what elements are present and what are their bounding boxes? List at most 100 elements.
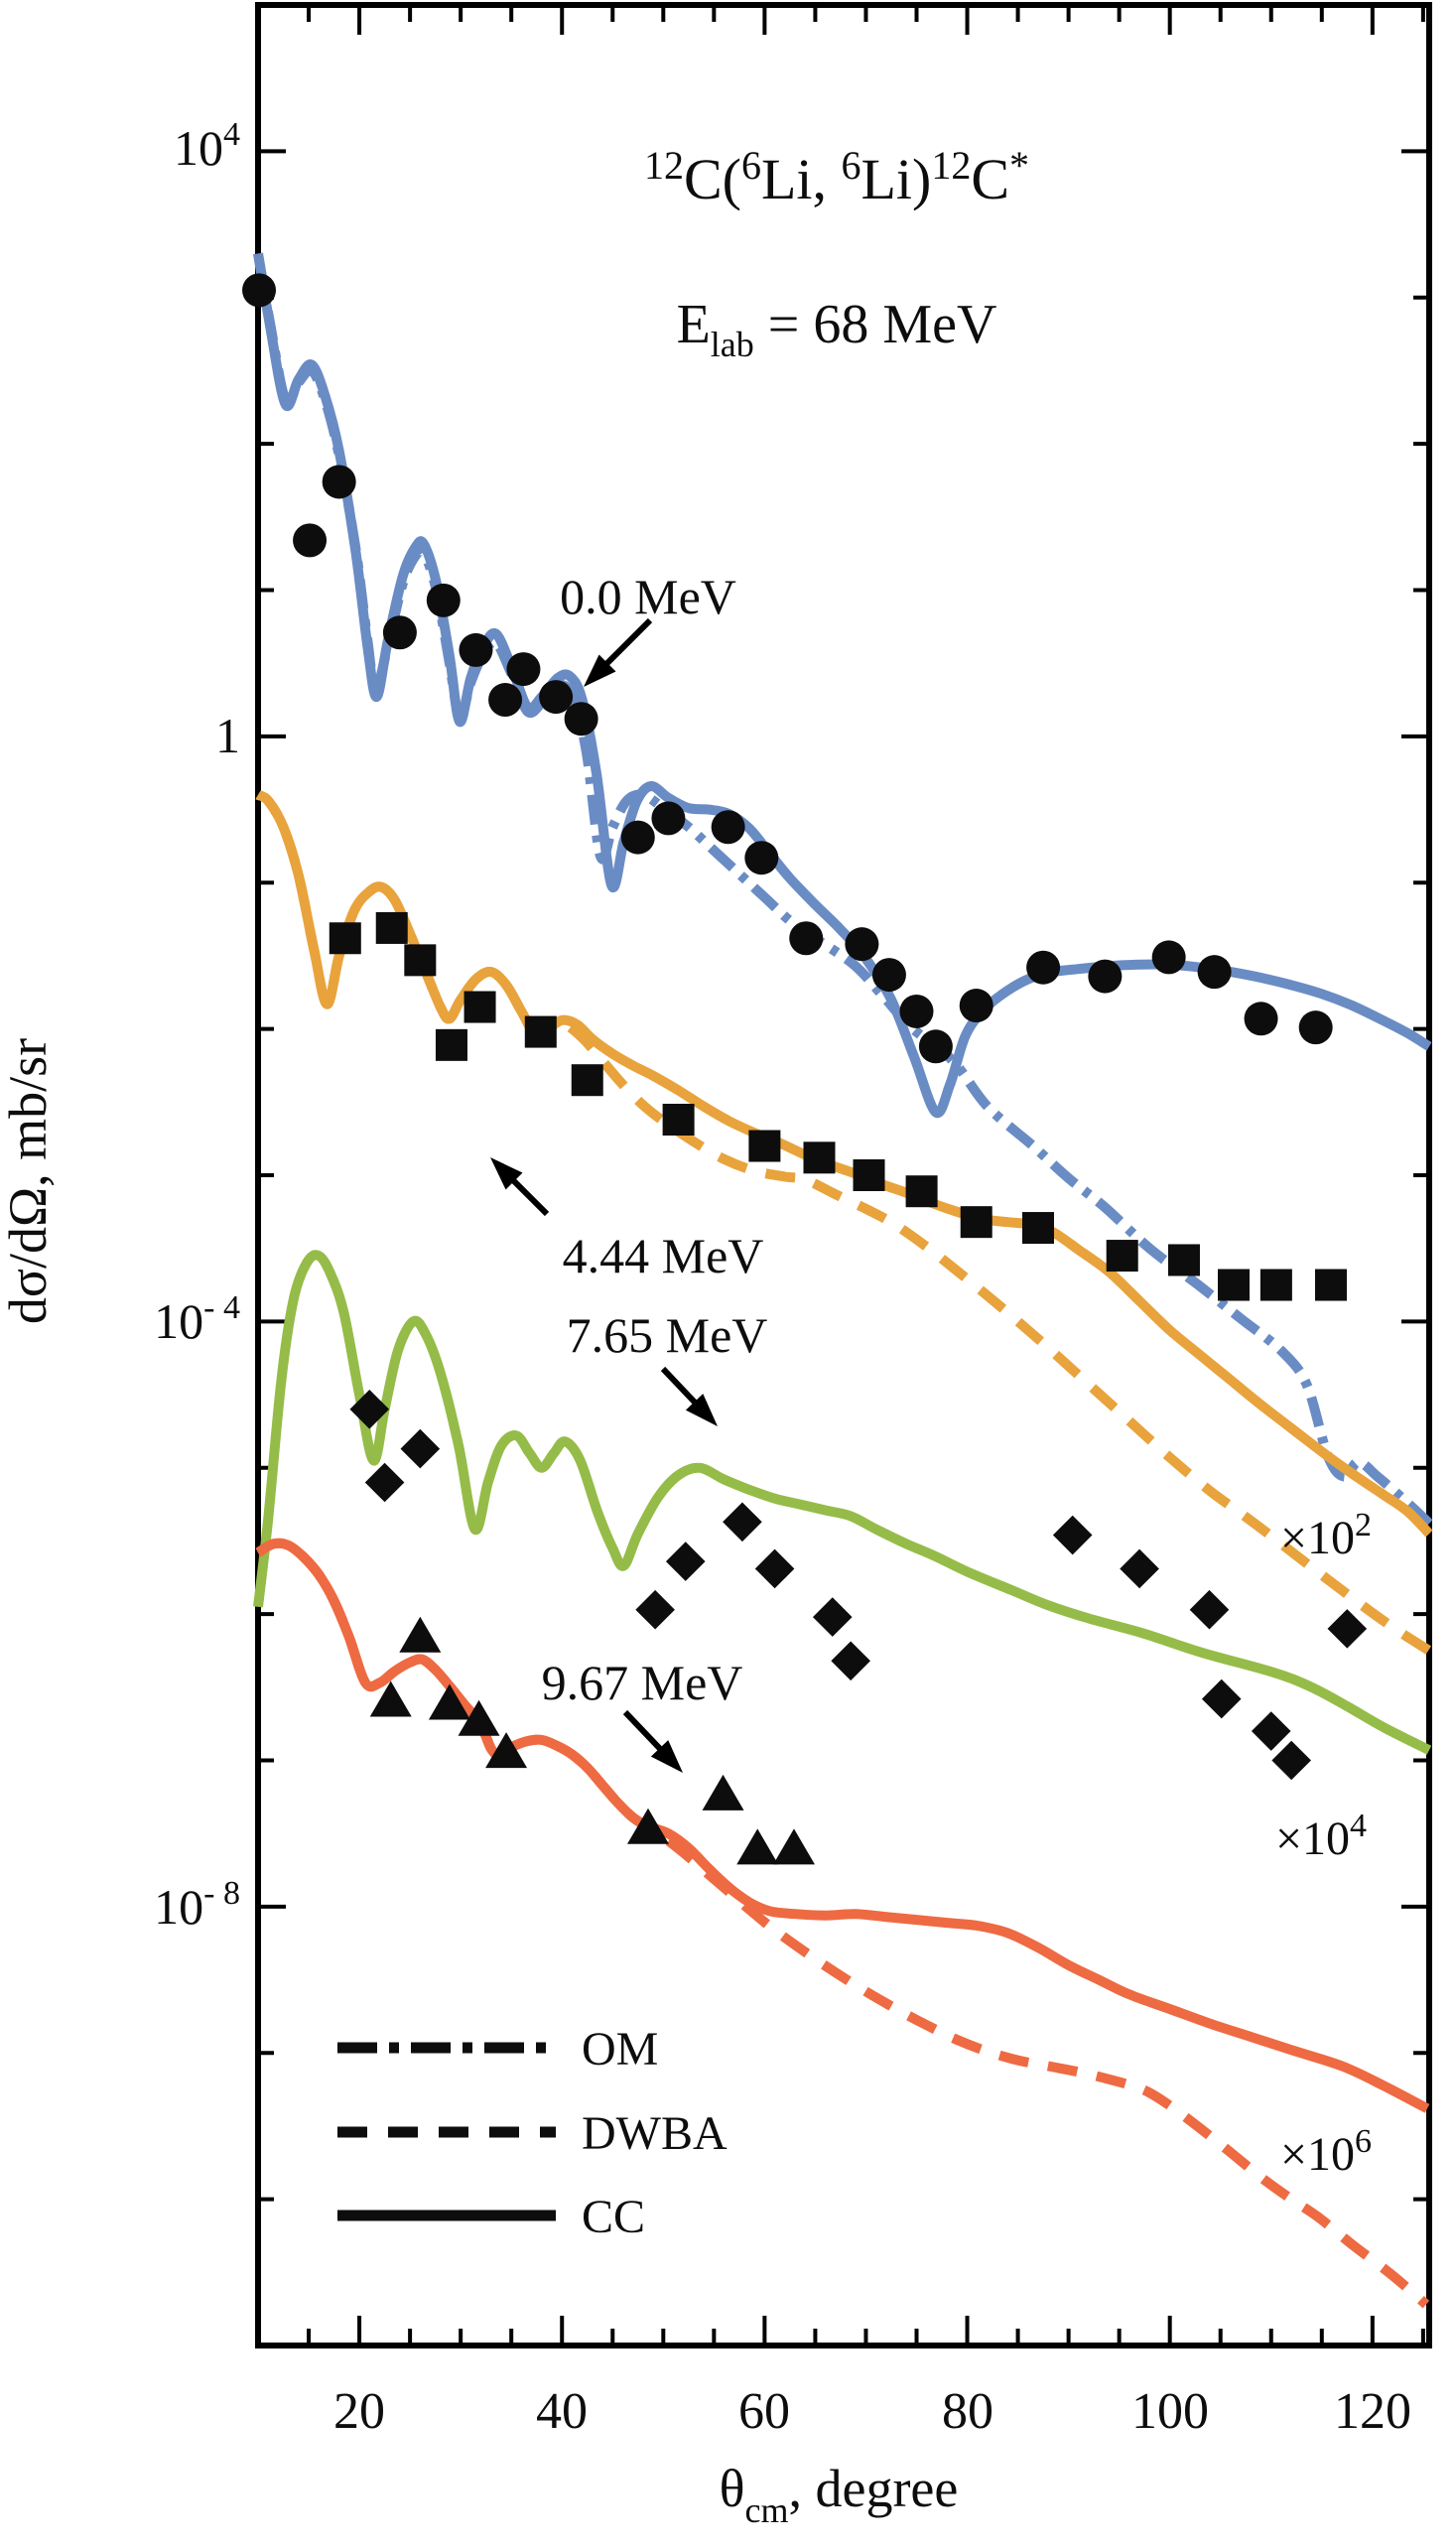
- marker-square: [375, 911, 408, 944]
- marker-circle: [899, 994, 934, 1028]
- marker-circle: [1151, 940, 1186, 975]
- marker-diamond: [635, 1589, 675, 1630]
- y-tick-1e4: 104: [174, 116, 240, 176]
- marker-circle: [322, 465, 356, 499]
- legend: OM DWBA CC: [337, 2023, 728, 2243]
- curve-9.67-mev-dwba-x10-6: [255, 1538, 1430, 2309]
- annotation-4.44MeV: 4.44 MeV: [563, 1228, 764, 1283]
- arrow-line-e967: [622, 1709, 669, 1758]
- curve-4.44-mev-dwba-x10-2: [255, 790, 1432, 1656]
- marker-triangle: [369, 1680, 412, 1717]
- marker-square: [748, 1130, 781, 1162]
- marker-circle: [506, 652, 541, 687]
- x-tick-120: 120: [1334, 2383, 1411, 2440]
- marker-circle: [564, 702, 598, 737]
- marker-circle: [845, 927, 879, 962]
- x-tick-100: 100: [1131, 2383, 1209, 2440]
- marker-diamond: [1120, 1548, 1159, 1589]
- beam-energy-label: Elab = 68 MeV: [677, 294, 997, 364]
- data-markers: [242, 273, 1368, 1865]
- marker-circle: [651, 801, 686, 836]
- marker-square: [524, 1015, 557, 1048]
- marker-circle: [871, 958, 906, 993]
- curve-0.0-mev-om: [253, 252, 1433, 1528]
- marker-square: [905, 1175, 938, 1208]
- curve-7.65-mev-cc-x10-4: [253, 1250, 1432, 1755]
- marker-diamond: [1189, 1589, 1230, 1630]
- marker-circle: [620, 820, 655, 855]
- marker-circle: [459, 632, 493, 667]
- marker-circle: [1026, 950, 1061, 985]
- marker-square: [1314, 1269, 1347, 1301]
- marker-circle: [789, 921, 824, 956]
- marker-square: [853, 1159, 885, 1191]
- marker-square: [1259, 1269, 1292, 1301]
- marker-circle: [293, 523, 328, 558]
- x-tick-20: 20: [333, 2383, 385, 2440]
- marker-triangle: [458, 1699, 500, 1736]
- plot-frame: [255, 2, 1432, 2348]
- curve-4.44-mev-cc-x10-2: [255, 790, 1433, 1538]
- marker-square: [662, 1103, 695, 1136]
- marker-square: [435, 1028, 467, 1061]
- marker-triangle: [736, 1828, 779, 1865]
- marker-square: [404, 944, 437, 977]
- marker-circle: [539, 680, 574, 715]
- marker-circle: [1244, 1002, 1278, 1036]
- marker-diamond: [1201, 1678, 1242, 1719]
- marker-circle: [744, 841, 779, 875]
- marker-triangle: [485, 1732, 528, 1769]
- marker-square: [1106, 1240, 1138, 1273]
- marker-circle: [1197, 955, 1232, 990]
- marker-diamond: [364, 1462, 405, 1503]
- plot-border: [255, 2, 1432, 2348]
- curve-9.67-mev-cc-x10-6: [255, 1538, 1430, 2113]
- legend-label-cc: CC: [582, 2191, 645, 2243]
- scale-label-x100: ×102: [1280, 1507, 1372, 1564]
- marker-square: [1167, 1244, 1200, 1276]
- marker-diamond: [400, 1428, 441, 1469]
- marker-diamond: [665, 1542, 706, 1581]
- x-tick-40: 40: [536, 2383, 588, 2440]
- marker-square: [803, 1141, 836, 1174]
- marker-diamond: [1327, 1609, 1368, 1649]
- arrow-head-e765: [685, 1394, 718, 1426]
- annotation-7.65MeV: 7.65 MeV: [567, 1307, 768, 1363]
- marker-diamond: [812, 1597, 853, 1637]
- arrow-head-e444: [490, 1157, 523, 1190]
- marker-square: [1217, 1269, 1250, 1301]
- marker-triangle: [772, 1828, 815, 1865]
- marker-square: [960, 1206, 993, 1239]
- model-curves: [253, 252, 1433, 2309]
- y-tick-1e-4: 10- 4: [154, 1289, 240, 1349]
- marker-square: [463, 991, 496, 1023]
- legend-label-om: OM: [582, 2023, 658, 2076]
- marker-diamond: [831, 1641, 870, 1681]
- y-tick-1: 1: [215, 708, 240, 763]
- marker-triangle: [428, 1683, 470, 1720]
- arrow-line-e0: [597, 617, 653, 673]
- marker-circle: [1298, 1010, 1333, 1045]
- marker-square: [571, 1064, 603, 1097]
- annotation-arrows: [490, 617, 718, 1773]
- scale-label-x10000: ×104: [1275, 1808, 1367, 1865]
- x-tick-60: 60: [738, 2383, 790, 2440]
- marker-circle: [382, 615, 417, 650]
- annotation-0.0MeV: 0.0 MeV: [560, 569, 736, 624]
- annotation-9.67MeV: 9.67 MeV: [542, 1655, 743, 1710]
- marker-circle: [918, 1029, 953, 1064]
- marker-diamond: [754, 1548, 795, 1589]
- marker-diamond: [723, 1502, 762, 1542]
- marker-circle: [1088, 959, 1123, 994]
- marker-triangle: [399, 1616, 442, 1653]
- marker-diamond: [1271, 1740, 1311, 1781]
- marker-circle: [242, 273, 277, 308]
- arrow-head-e0: [584, 654, 616, 687]
- marker-triangle: [626, 1808, 669, 1844]
- marker-triangle: [702, 1774, 744, 1810]
- marker-diamond: [1251, 1711, 1291, 1751]
- arrow-head-e967: [650, 1740, 683, 1773]
- marker-square: [329, 922, 361, 955]
- marker-diamond: [1052, 1515, 1093, 1555]
